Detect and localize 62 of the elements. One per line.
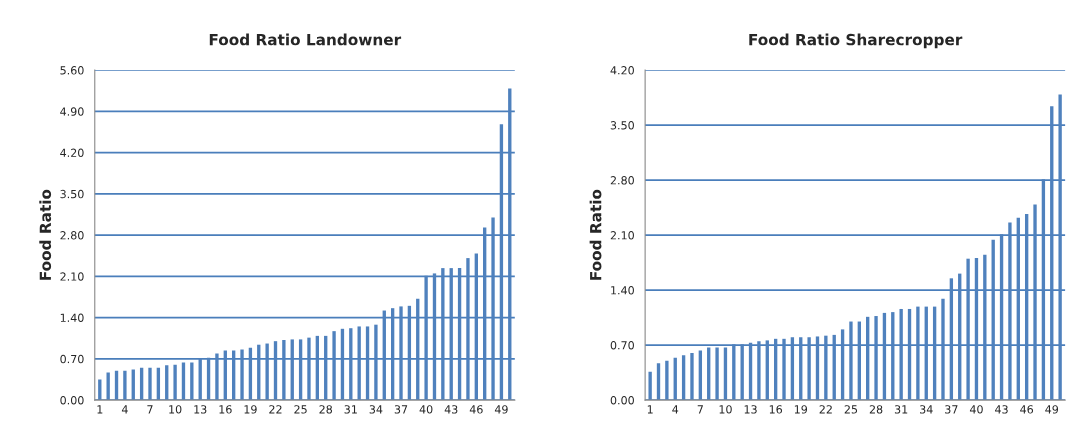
- x-tick-label: 22: [269, 405, 282, 414]
- y-tick-label: 2.80: [60, 231, 84, 240]
- y-tick-label: 1.40: [611, 286, 634, 295]
- x-tick-label: 37: [945, 405, 958, 414]
- x-tick-label: 34: [369, 405, 383, 414]
- x-tick-label: 43: [444, 405, 458, 414]
- x-tick-label: 49: [494, 405, 508, 414]
- y-tick-label: 2.10: [610, 231, 634, 240]
- y-tick-label: 0.00: [60, 396, 84, 405]
- x-tick-label: 46: [469, 405, 483, 414]
- x-tick-label: 10: [719, 405, 732, 414]
- y-tick-label: 2.80: [610, 176, 634, 185]
- y-tick-label: 1.40: [60, 313, 84, 322]
- x-tick-label: 34: [920, 405, 933, 414]
- x-tick-label: 28: [869, 405, 883, 414]
- x-tick-label: 40: [969, 405, 983, 414]
- y-tick-label: 0.00: [610, 396, 634, 405]
- y-axis-title: Food Ratio: [39, 189, 52, 280]
- y-tick-label: 4.20: [610, 66, 634, 75]
- x-tick-label: 31: [344, 405, 357, 414]
- bar: [690, 352, 694, 401]
- y-tick-label: 2.10: [60, 272, 84, 281]
- x-tick-label: 37: [394, 405, 408, 414]
- bar: [648, 371, 652, 401]
- x-tick-label: 25: [294, 405, 307, 414]
- x-tick-label: 16: [219, 405, 232, 414]
- x-tick-label: 16: [769, 405, 783, 414]
- x-tick-label: 49: [1045, 405, 1059, 414]
- bar: [148, 367, 152, 401]
- x-tick-label: 43: [995, 405, 1008, 414]
- x-tick-label: 13: [194, 405, 207, 414]
- chart-title: Food Ratio Landowner: [209, 33, 402, 46]
- x-tick-label: 4: [121, 405, 128, 414]
- y-tick-label: 4.90: [60, 107, 84, 116]
- y-tick-label: 5.60: [60, 66, 84, 75]
- x-tick-label: 25: [844, 405, 858, 414]
- x-tick-label: 7: [147, 405, 153, 414]
- bar: [190, 362, 194, 401]
- chart-title: Food Ratio Sharecropper: [749, 33, 963, 49]
- x-tick-label: 7: [697, 405, 703, 414]
- x-tick-label: 1: [647, 405, 653, 414]
- x-tick-label: 19: [794, 405, 808, 414]
- bar: [106, 372, 110, 401]
- y-tick-label: 0.70: [60, 354, 84, 364]
- y-tick-label: 0.70: [610, 341, 634, 350]
- y-axis-title: Food Ratio: [589, 189, 602, 280]
- x-tick-label: 28: [319, 405, 333, 414]
- x-tick-label: 13: [744, 405, 757, 414]
- x-tick-label: 4: [672, 405, 679, 414]
- y-tick-label: 3.50: [610, 121, 634, 130]
- bar: [173, 364, 177, 401]
- y-tick-label: 3.50: [60, 189, 84, 199]
- x-tick-label: 31: [894, 405, 908, 414]
- y-tick-label: 4.20: [60, 148, 84, 158]
- bar: [665, 360, 669, 401]
- x-tick-label: 40: [419, 405, 433, 414]
- x-tick-label: 22: [819, 405, 832, 414]
- x-tick-label: 10: [169, 405, 182, 414]
- x-tick-label: 46: [1020, 405, 1034, 414]
- x-tick-label: 1: [97, 405, 103, 414]
- x-tick-label: 19: [244, 405, 257, 414]
- bar: [123, 370, 127, 401]
